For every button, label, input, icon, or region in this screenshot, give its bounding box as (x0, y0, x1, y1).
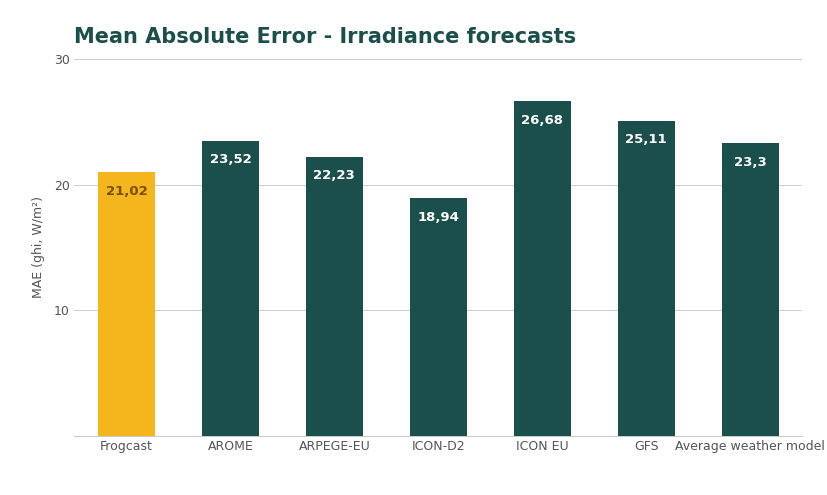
Bar (722, 144, 779, 436)
Text: 18,94: 18,94 (418, 211, 459, 224)
Bar (202, 141, 259, 436)
Bar (618, 121, 675, 436)
Text: 23,3: 23,3 (734, 156, 767, 169)
Text: 22,23: 22,23 (313, 169, 356, 182)
Bar (306, 157, 363, 436)
Bar (409, 198, 467, 436)
Text: Mean Absolute Error - Irradiance forecasts: Mean Absolute Error - Irradiance forecas… (74, 27, 576, 47)
Text: 21,02: 21,02 (106, 185, 147, 198)
Bar (98, 172, 155, 436)
Text: 23,52: 23,52 (209, 153, 251, 166)
Bar (514, 101, 571, 436)
Text: 26,68: 26,68 (521, 113, 563, 127)
Text: 25,11: 25,11 (625, 133, 667, 146)
Y-axis label: MAE (ghi, W/m²): MAE (ghi, W/m²) (32, 197, 45, 298)
